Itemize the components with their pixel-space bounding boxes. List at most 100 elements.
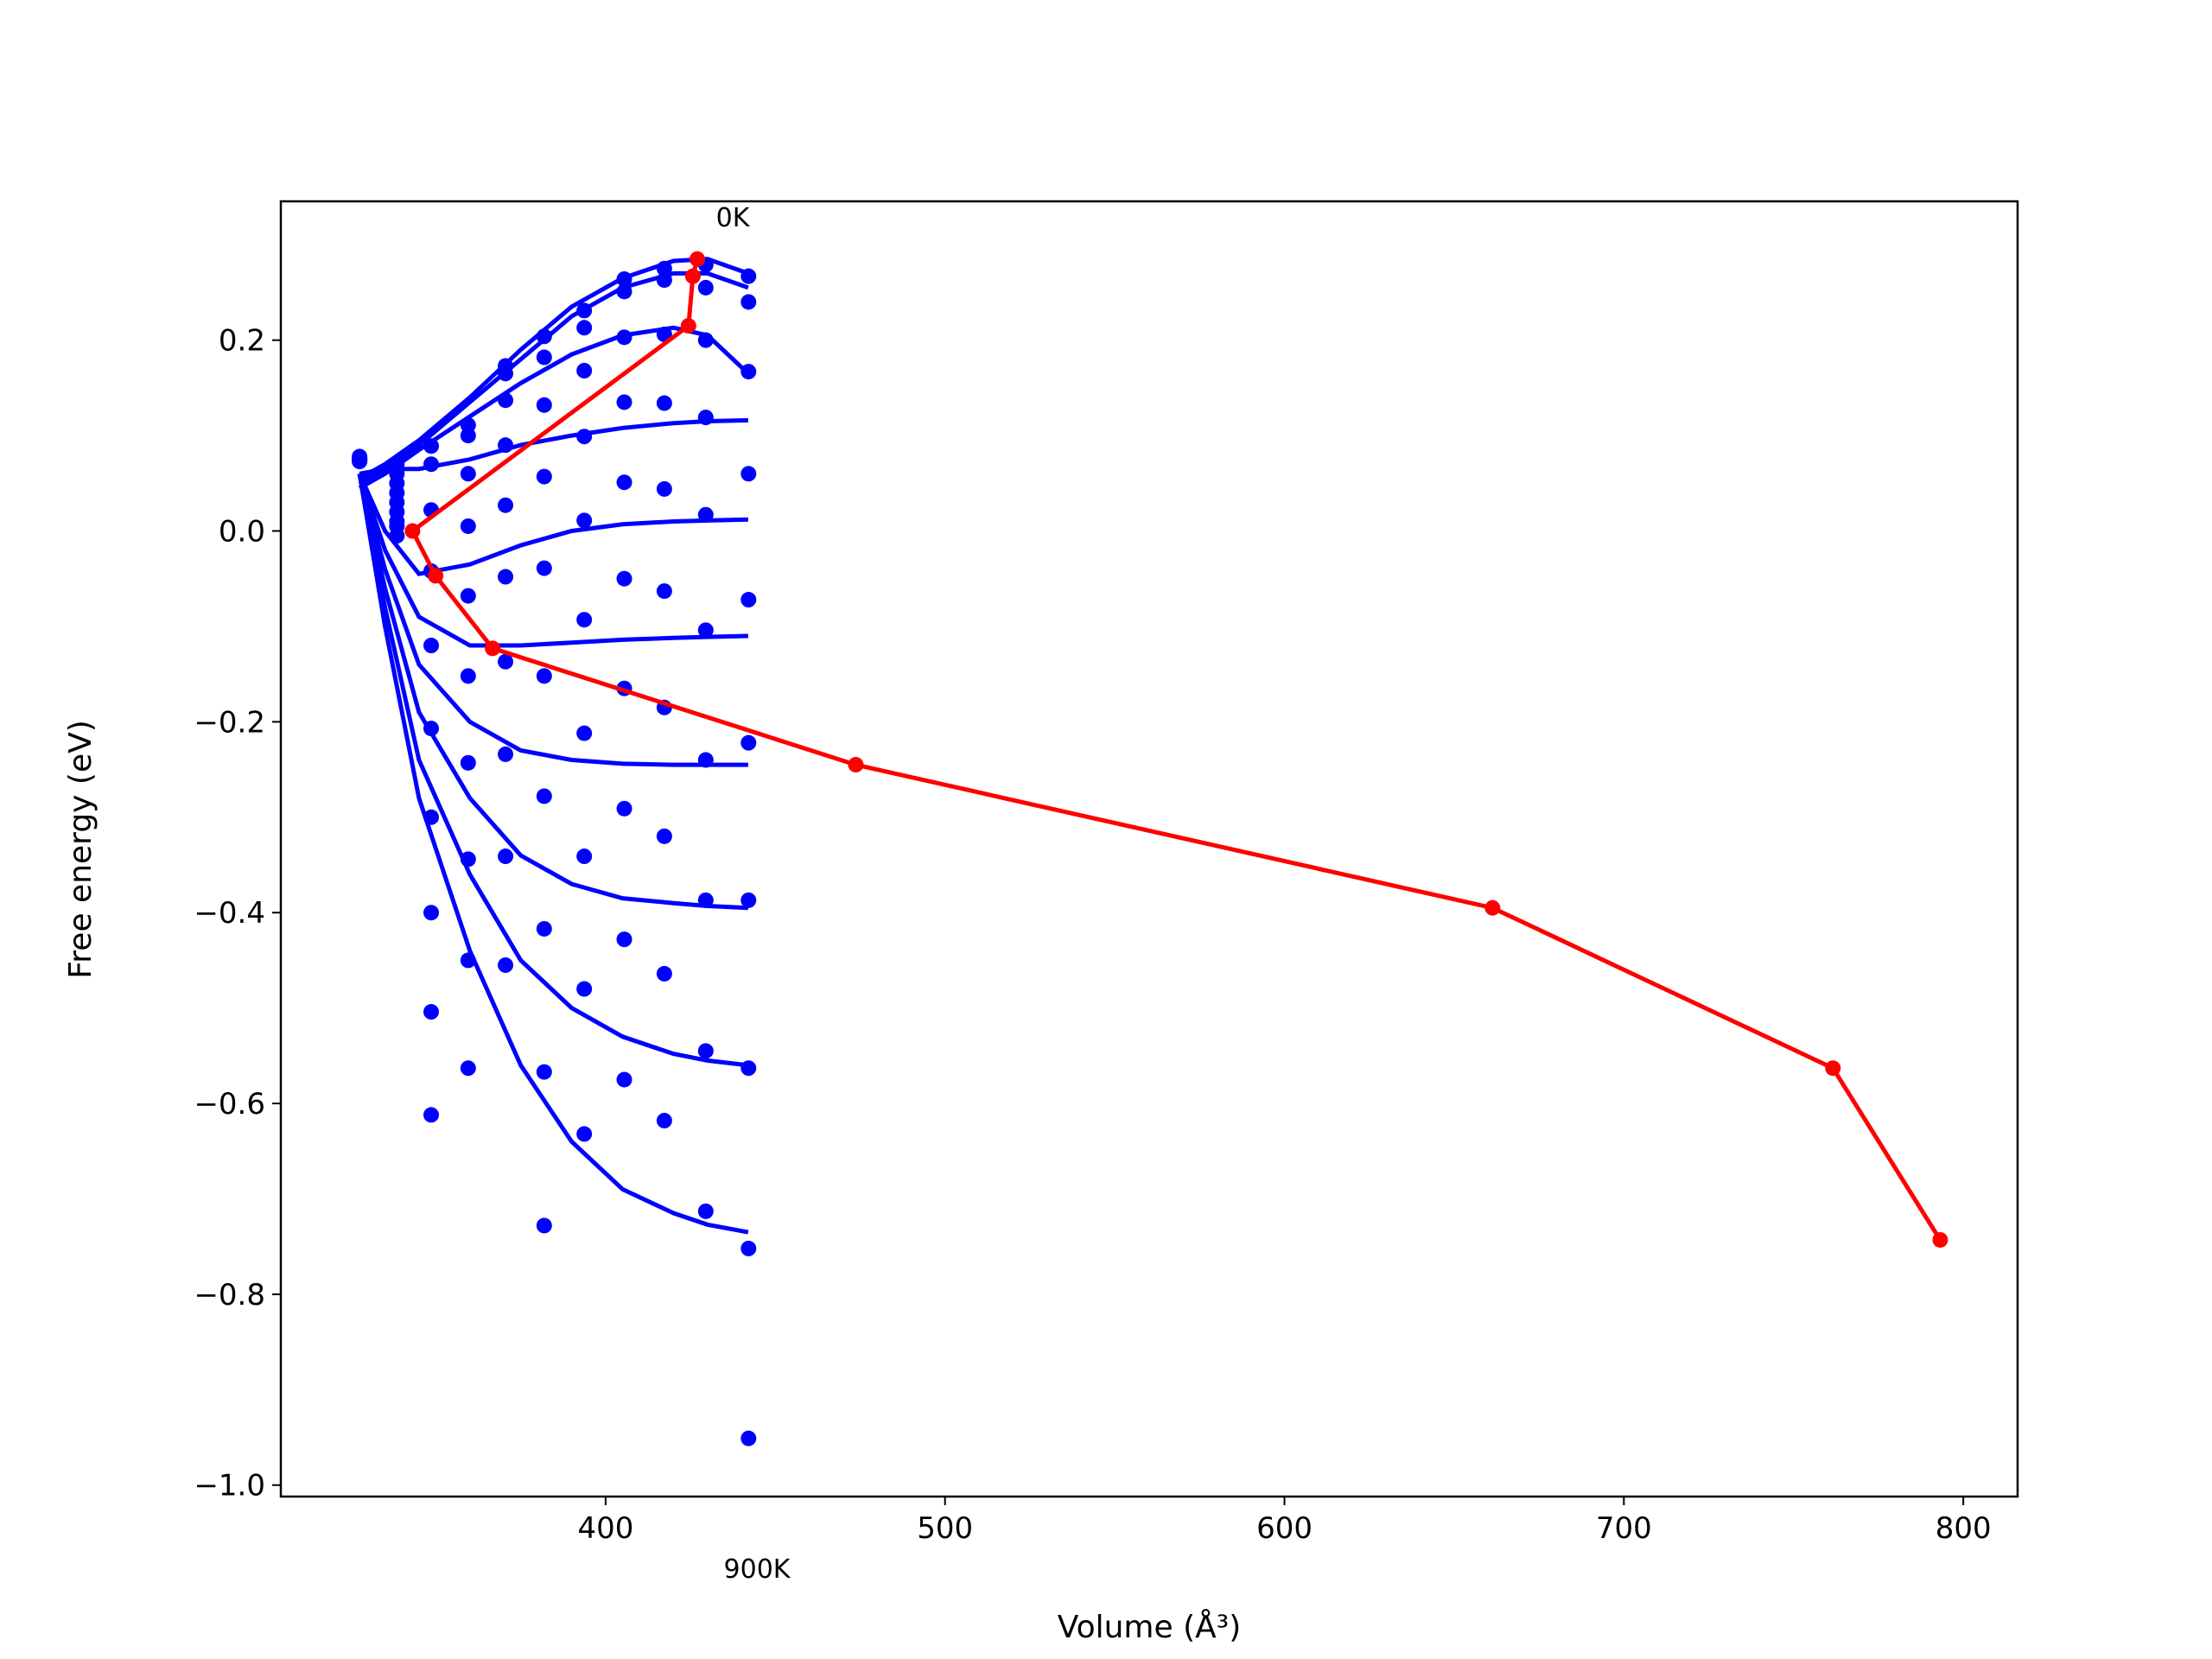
data-point [741, 364, 757, 380]
y-tick-label: −1.0 [194, 1469, 265, 1503]
fit-curve [357, 473, 748, 576]
data-point [423, 809, 440, 825]
x-tick-label: 700 [1596, 1511, 1652, 1546]
fit-curve [357, 473, 749, 1068]
data-point [656, 395, 672, 411]
data-point [352, 453, 368, 469]
data-point [576, 725, 593, 741]
data-point [576, 512, 593, 529]
data-point [460, 1060, 476, 1077]
y-tick-label: 0.0 [219, 515, 265, 550]
fit-curve [357, 473, 749, 1235]
data-point [656, 260, 672, 276]
y-axis-label: Free energy (eV) [63, 720, 99, 979]
y-tick-label: −0.2 [194, 705, 265, 740]
data-point [576, 363, 593, 379]
fit-curve [357, 473, 748, 648]
data-point [741, 268, 757, 284]
data-point [498, 957, 514, 973]
data-point [498, 392, 514, 409]
minimum-point [428, 568, 444, 584]
data-point [656, 1112, 672, 1128]
data-point [697, 622, 714, 639]
data-point [656, 272, 672, 289]
data-point [498, 746, 514, 762]
data-point [616, 270, 632, 287]
fit-curve [357, 473, 749, 911]
x-tick-label: 600 [1256, 1511, 1313, 1546]
data-point [697, 752, 714, 768]
plot-area [352, 251, 1948, 1446]
data-point [423, 905, 440, 921]
data-point [536, 328, 552, 345]
data-point [576, 1126, 593, 1142]
data-point [460, 668, 476, 684]
data-point [423, 721, 440, 737]
y-tick-label: −0.8 [194, 1278, 265, 1313]
minimum-point [1825, 1060, 1841, 1077]
data-point [741, 1060, 757, 1077]
data-point [576, 981, 593, 997]
data-point [697, 1043, 714, 1059]
data-point [616, 931, 632, 948]
data-point [576, 302, 593, 319]
data-point [498, 437, 514, 454]
data-point [423, 456, 440, 473]
data-point [460, 466, 476, 482]
data-point [536, 468, 552, 485]
data-point [741, 1240, 757, 1256]
data-point [536, 920, 552, 937]
data-point [498, 849, 514, 865]
data-point [536, 397, 552, 413]
data-point [656, 583, 672, 600]
data-point [697, 506, 714, 523]
annotation: 900K [724, 1554, 791, 1585]
data-point [498, 497, 514, 513]
data-point [460, 428, 476, 444]
data-point [616, 570, 632, 587]
data-point [460, 588, 476, 604]
y-tick-label: −0.4 [194, 896, 265, 931]
data-point [423, 1004, 440, 1020]
minimum-line [410, 258, 1942, 1242]
data-point [536, 349, 552, 365]
data-point [616, 394, 632, 410]
data-point [697, 410, 714, 426]
data-point [616, 800, 632, 817]
data-point [697, 892, 714, 908]
data-point [536, 668, 552, 684]
minimum-point [848, 757, 864, 773]
data-point [536, 1217, 552, 1234]
data-point [656, 828, 672, 844]
y-tick-label: −0.6 [194, 1087, 265, 1122]
data-point [656, 965, 672, 982]
data-point [741, 734, 757, 751]
data-point [423, 638, 440, 654]
minimum-point [689, 251, 705, 267]
data-point [741, 1430, 757, 1446]
data-point [741, 892, 757, 908]
data-point [536, 788, 552, 804]
y-tick-label: 0.2 [219, 324, 265, 359]
x-tick-label: 800 [1936, 1511, 1992, 1546]
minimum-point [1932, 1231, 1948, 1248]
data-point [616, 1071, 632, 1088]
data-point [576, 429, 593, 445]
minimum-point [680, 318, 696, 334]
x-tick-label: 500 [917, 1511, 973, 1546]
data-point [498, 569, 514, 585]
data-point [616, 329, 632, 346]
data-point [697, 279, 714, 296]
data-point [741, 466, 757, 482]
data-point [576, 612, 593, 628]
data-point [616, 283, 632, 300]
minimum-point [1484, 899, 1501, 916]
data-point [498, 653, 514, 670]
data-point [576, 320, 593, 336]
data-point [423, 438, 440, 454]
x-axis-label: Volume (Å³) [1058, 1608, 1241, 1645]
data-point [536, 560, 552, 576]
data-point [741, 294, 757, 310]
